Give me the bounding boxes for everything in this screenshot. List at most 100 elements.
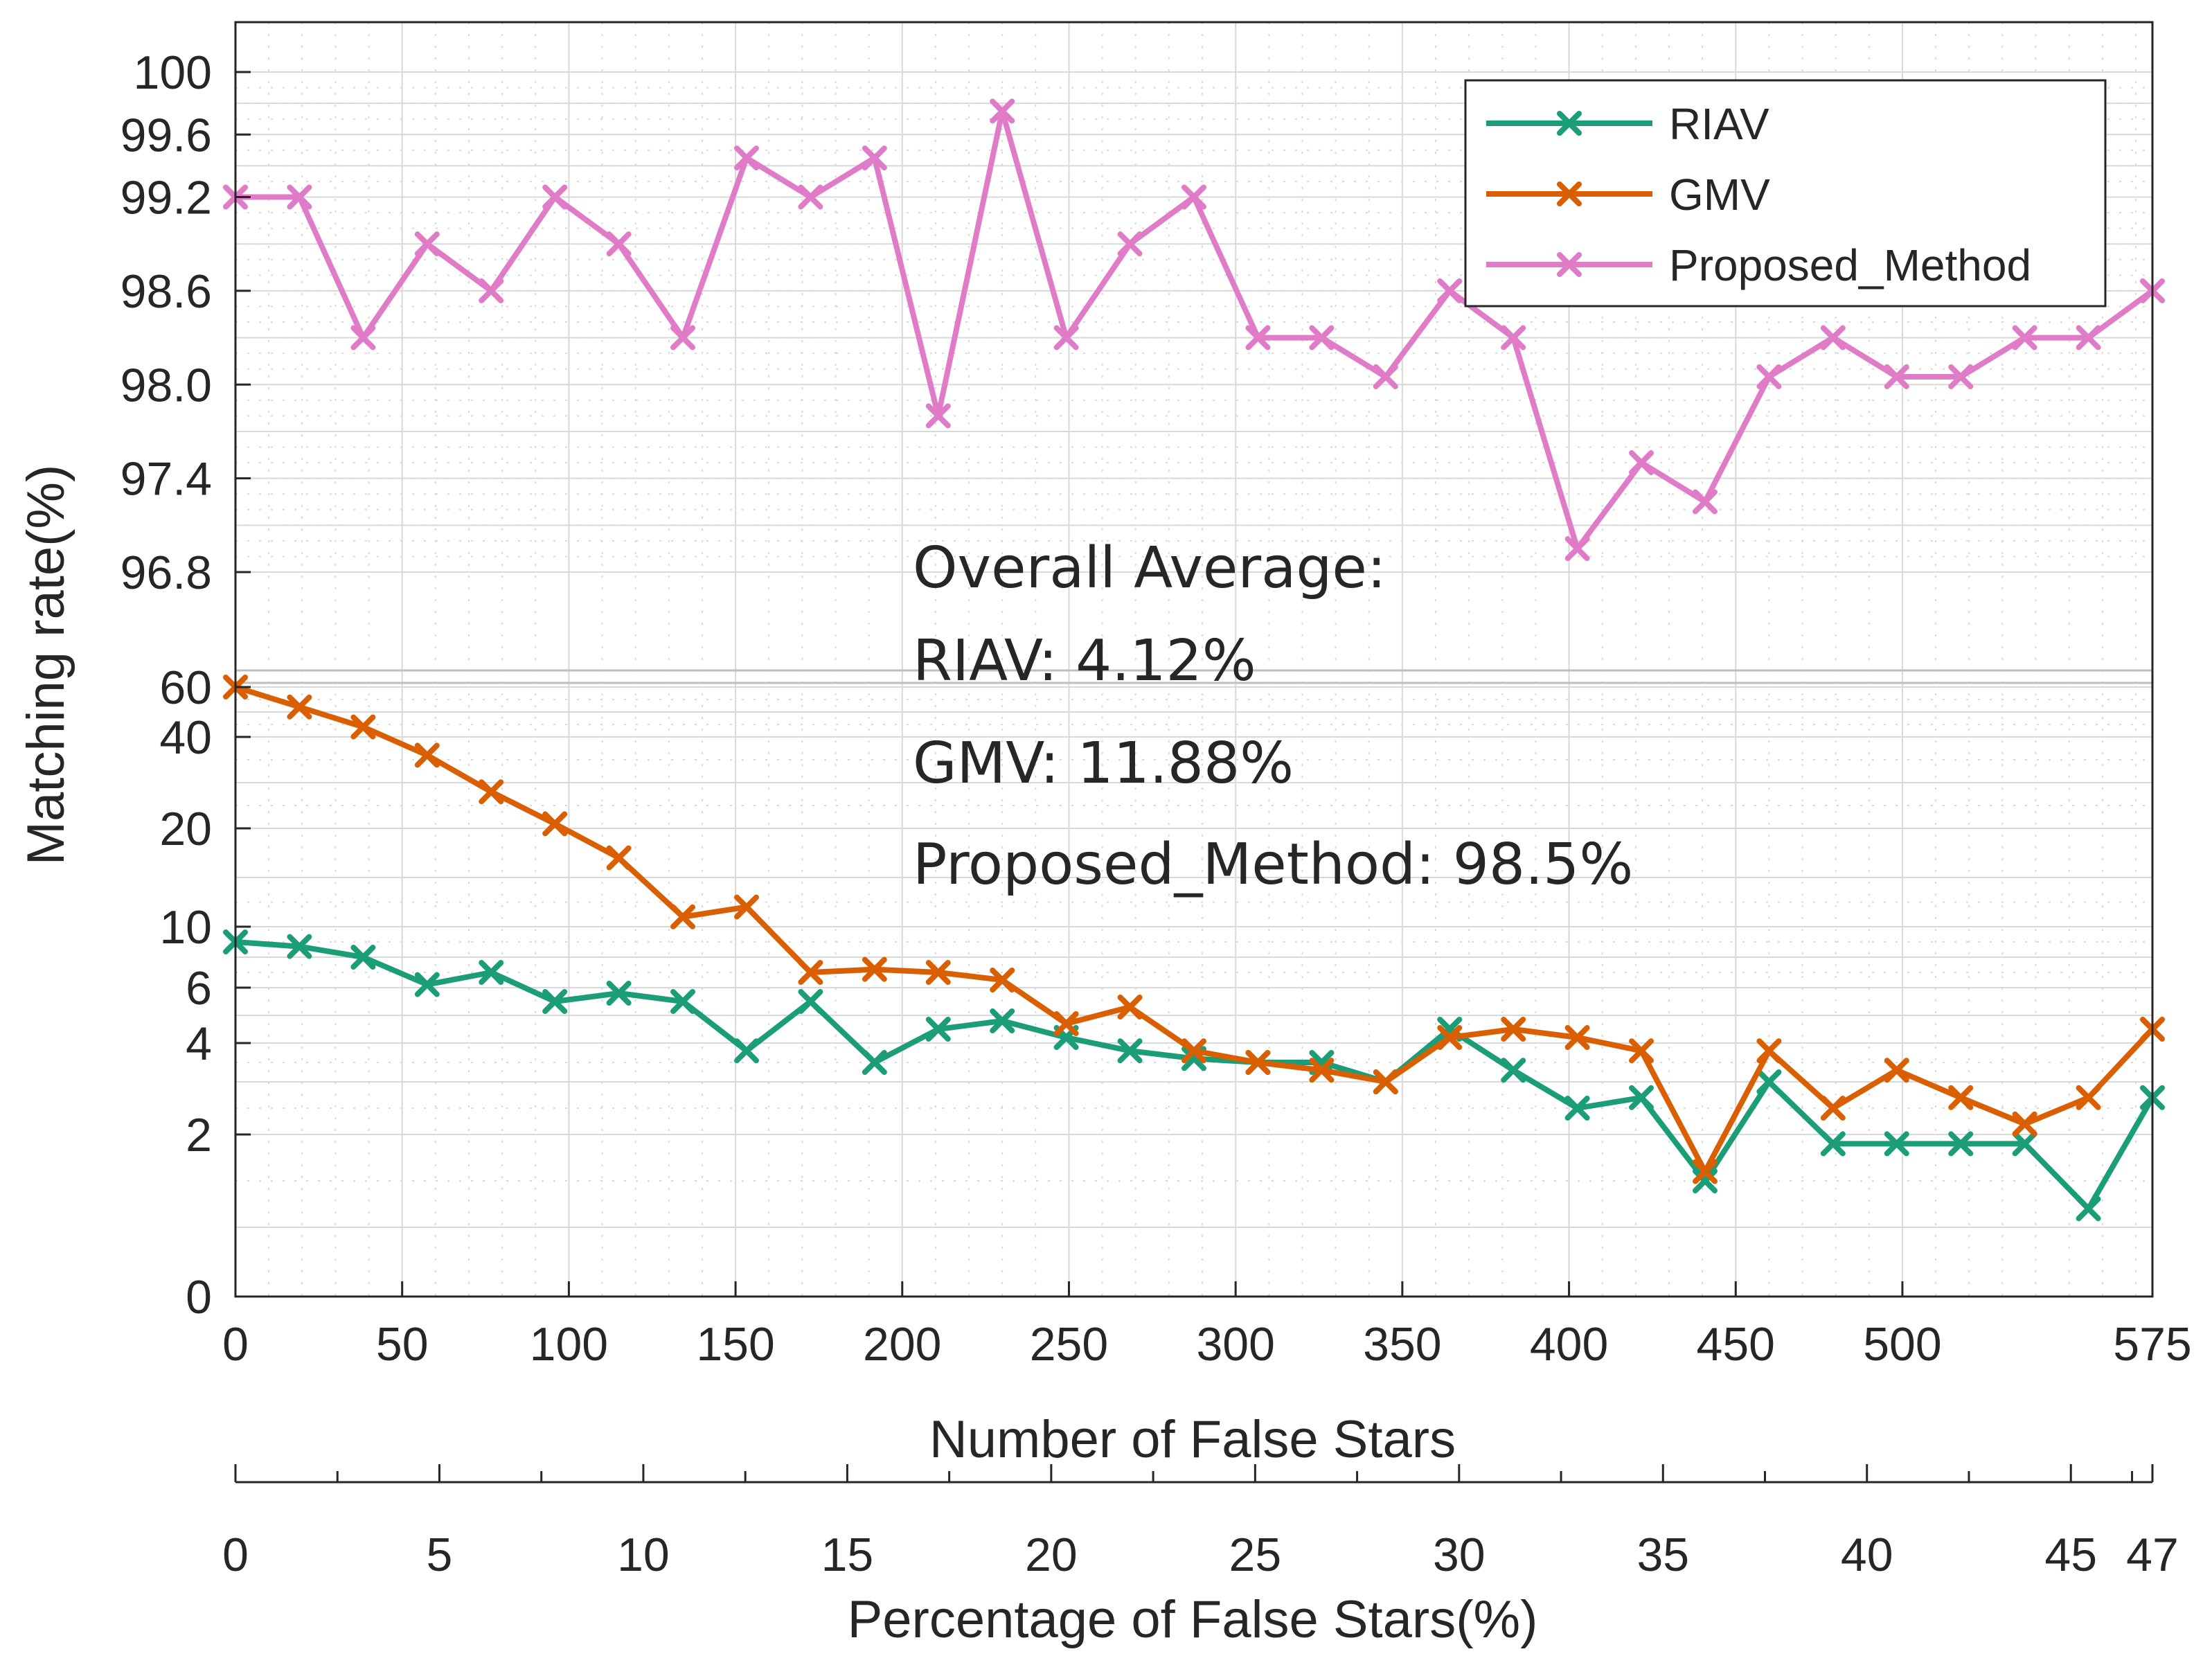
point-proposed-method xyxy=(733,145,759,171)
point-proposed-method xyxy=(1117,231,1143,257)
point-proposed-method xyxy=(542,184,568,210)
y-tick-label: 98.6 xyxy=(121,265,212,318)
x2-tick-label: 15 xyxy=(821,1529,874,1581)
point-gmv xyxy=(670,904,696,929)
point-riav xyxy=(990,1008,1015,1033)
point-riav xyxy=(670,989,696,1014)
point-proposed-method xyxy=(350,325,376,350)
x2-tick-label: 30 xyxy=(1433,1529,1486,1581)
point-proposed-method xyxy=(479,278,504,303)
x-tick-label: 350 xyxy=(1363,1318,1441,1371)
y-tick-label: 99.6 xyxy=(121,109,212,161)
point-riav xyxy=(2012,1131,2037,1157)
x2-tick-label: 5 xyxy=(427,1529,453,1581)
x-tick-label: 50 xyxy=(376,1318,429,1371)
x2-tick-label: 10 xyxy=(617,1529,670,1581)
x2-tick-label: 0 xyxy=(222,1529,249,1581)
y-tick-label: 10 xyxy=(159,901,212,954)
legend-entry-riav: RIAV xyxy=(1486,99,1769,149)
point-proposed-method xyxy=(1564,536,1590,562)
annotation-heading: Overall Average: xyxy=(913,535,1386,601)
y-tick-label: 100 xyxy=(134,46,212,99)
point-gmv xyxy=(1820,1096,1846,1121)
point-proposed-method xyxy=(287,184,312,210)
point-gmv xyxy=(1437,1025,1463,1050)
point-proposed-method xyxy=(798,184,823,210)
point-gmv xyxy=(1756,1038,1782,1064)
point-proposed-method xyxy=(1948,364,1974,389)
series-proposed-method xyxy=(223,98,2165,562)
point-riav xyxy=(1948,1131,1974,1157)
x2-tick-label: 45 xyxy=(2044,1529,2097,1581)
point-proposed-method xyxy=(670,325,696,350)
y-tick-label: 60 xyxy=(159,661,212,714)
point-gmv xyxy=(542,811,568,837)
point-proposed-method xyxy=(1756,364,1782,389)
point-proposed-method xyxy=(1181,184,1206,210)
point-gmv xyxy=(1053,1011,1079,1036)
x-tick-label: 400 xyxy=(1530,1318,1608,1371)
point-gmv xyxy=(862,956,887,982)
point-riav xyxy=(1117,1038,1143,1064)
point-riav xyxy=(733,1038,759,1064)
point-gmv xyxy=(1501,1017,1526,1042)
series-lines xyxy=(223,98,2165,1222)
point-gmv xyxy=(1245,1050,1271,1075)
annotation-block: Overall Average: RIAV: 4.12% GMV: 11.88%… xyxy=(913,535,1633,898)
point-proposed-method xyxy=(990,98,1015,124)
x-tick-label: 150 xyxy=(696,1318,774,1371)
point-proposed-method xyxy=(1309,325,1335,350)
point-proposed-method xyxy=(414,231,440,257)
point-proposed-method xyxy=(1629,450,1654,476)
x2-tick-label: 20 xyxy=(1025,1529,1078,1581)
point-proposed-method xyxy=(2076,325,2101,350)
point-gmv xyxy=(1692,1159,1718,1184)
point-proposed-method xyxy=(1373,364,1398,389)
series-line-riav xyxy=(235,939,2155,1212)
x-tick-label: 0 xyxy=(222,1318,249,1371)
point-gmv xyxy=(479,779,504,805)
point-gmv xyxy=(990,968,1015,992)
point-riav xyxy=(479,960,504,985)
x-tick-label: 575 xyxy=(2113,1318,2191,1371)
point-gmv xyxy=(733,894,759,920)
point-proposed-method xyxy=(606,231,632,257)
legend-label: GMV xyxy=(1669,170,1770,220)
point-proposed-method xyxy=(1245,325,1271,350)
x2-tick-label: 47 xyxy=(2126,1529,2179,1581)
point-gmv xyxy=(1117,995,1143,1020)
point-gmv xyxy=(798,960,823,985)
point-gmv xyxy=(1884,1058,1909,1083)
y-tick-label: 6 xyxy=(186,962,212,1015)
point-proposed-method xyxy=(1437,278,1463,303)
x-tick-label: 100 xyxy=(530,1318,608,1371)
point-gmv xyxy=(414,742,440,768)
series-riav xyxy=(223,929,2165,1222)
x-tick-label: 450 xyxy=(1697,1318,1775,1371)
point-proposed-method xyxy=(862,145,887,171)
legend-entry-proposed-method: Proposed_Method xyxy=(1486,240,2031,290)
point-proposed-method xyxy=(1820,325,1846,350)
y-tick-label: 97.4 xyxy=(121,453,212,506)
point-riav xyxy=(542,989,568,1014)
point-riav xyxy=(287,934,312,959)
annotation-gmv: GMV: 11.88% xyxy=(913,731,1294,796)
series-gmv xyxy=(223,675,2165,1184)
point-gmv xyxy=(2076,1085,2101,1110)
y-tick-label: 4 xyxy=(186,1017,212,1070)
point-gmv xyxy=(606,845,632,871)
point-proposed-method xyxy=(1692,489,1718,515)
x-axis-title: Number of False Stars xyxy=(929,1410,1456,1469)
x2-axis-title: Percentage of False Stars(%) xyxy=(848,1590,1538,1649)
point-gmv xyxy=(925,960,951,985)
x2-tick-label: 40 xyxy=(1841,1529,1893,1581)
y-tick-label: 96.8 xyxy=(121,546,212,599)
y-axis-title: Matching rate(%) xyxy=(17,465,75,866)
legend-entry-gmv: GMV xyxy=(1486,170,1770,220)
point-proposed-method xyxy=(1053,325,1079,350)
point-riav xyxy=(862,1050,887,1075)
plot-frame xyxy=(234,21,2154,1298)
point-gmv xyxy=(287,694,312,720)
point-proposed-method xyxy=(2012,325,2037,350)
